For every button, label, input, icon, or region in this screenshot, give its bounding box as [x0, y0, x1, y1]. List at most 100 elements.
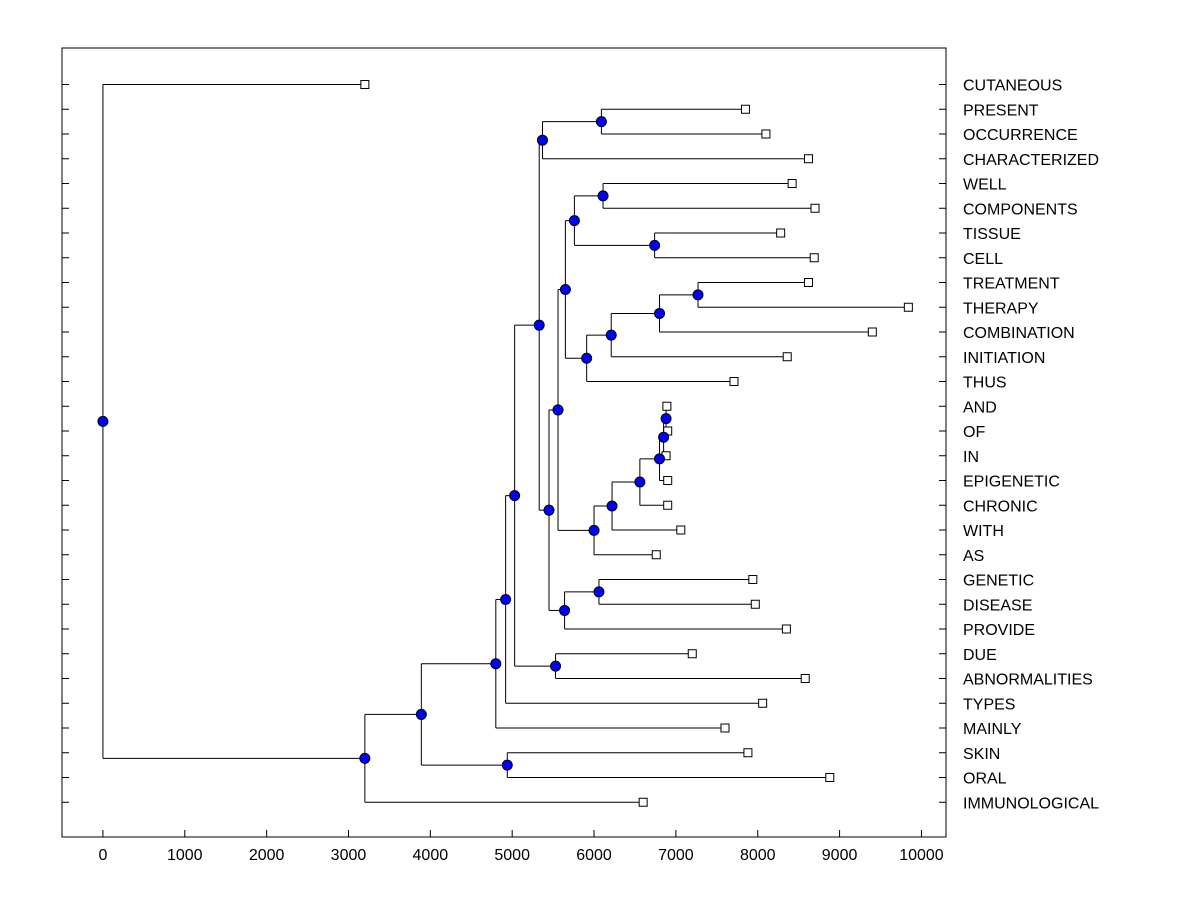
leaf-marker	[651, 550, 661, 560]
leaf-label: INITIATION	[963, 350, 1045, 367]
leaf-label: WELL	[963, 177, 1007, 194]
merge-node	[559, 604, 571, 616]
merge-node	[654, 453, 666, 465]
merge-node	[500, 593, 512, 605]
x-tick-label: 4000	[413, 847, 449, 864]
node-group	[97, 116, 704, 771]
merge-node	[597, 190, 609, 202]
leaf-label: ORAL	[963, 771, 1007, 788]
leaf-marker	[676, 525, 686, 535]
leaf-label: THUS	[963, 375, 1007, 392]
leaf-marker	[687, 649, 697, 659]
merge-node	[550, 660, 562, 672]
leaf-label: COMBINATION	[963, 325, 1075, 342]
leaf-label: OCCURRENCE	[963, 127, 1078, 144]
leaf-marker	[781, 624, 791, 634]
leaf-marker	[903, 302, 913, 312]
leaf-label: CHRONIC	[963, 498, 1038, 515]
leaf-label: PRESENT	[963, 102, 1039, 119]
merge-node	[509, 490, 521, 502]
leaf-label: IN	[963, 449, 979, 466]
merge-node	[595, 116, 607, 128]
leaf-marker	[740, 104, 750, 114]
leaf-marker	[638, 797, 648, 807]
leaf-label: CELL	[963, 251, 1003, 268]
leaf-label: WITH	[963, 523, 1004, 540]
leaf-label: AND	[963, 399, 997, 416]
merge-node	[543, 504, 555, 516]
leaf-label: IMMUNOLOGICAL	[963, 795, 1099, 812]
link-group	[102, 84, 909, 803]
leaf-marker	[720, 723, 730, 733]
leaf-label: EPIGENETIC	[963, 474, 1060, 491]
x-tick-label: 3000	[331, 847, 367, 864]
leaf-marker	[663, 476, 673, 485]
leaf-marker	[800, 674, 810, 683]
merge-node	[536, 134, 548, 146]
leaf-group	[360, 80, 913, 807]
x-tick-label: 1000	[167, 847, 203, 864]
leaf-label: TISSUE	[963, 226, 1021, 243]
x-tick-label: 10000	[899, 847, 944, 864]
merge-node	[649, 239, 661, 251]
merge-node	[593, 586, 605, 598]
leaf-label: MAINLY	[963, 721, 1022, 738]
leaf-marker	[743, 748, 753, 758]
merge-node	[533, 319, 545, 331]
merge-node	[692, 289, 704, 301]
merge-node	[605, 329, 617, 341]
merge-node	[588, 524, 600, 536]
leaf-label-group: CUTANEOUS PRESENT OCCURRENCE CHARACTERIZED W…	[963, 78, 1099, 813]
leaf-label: ABNORMALITIES	[963, 672, 1093, 689]
leaf-label: PROVIDE	[963, 622, 1035, 639]
leaf-marker	[825, 773, 835, 782]
x-tick-label: 0	[98, 847, 107, 864]
leaf-label: CHARACTERIZED	[963, 152, 1099, 169]
y-tick-group	[62, 84, 946, 803]
leaf-marker	[758, 698, 768, 708]
leaf-label: TYPES	[963, 696, 1015, 713]
leaf-label: DUE	[963, 647, 997, 664]
plot-frame	[61, 47, 947, 838]
leaf-marker	[787, 179, 797, 188]
leaf-marker	[761, 129, 771, 139]
x-tick-label: 6000	[576, 847, 612, 864]
leaf-label: GENETIC	[963, 573, 1034, 590]
leaf-label: AS	[963, 548, 984, 565]
merge-node	[654, 307, 666, 319]
leaf-marker	[729, 377, 739, 386]
merge-node	[415, 708, 427, 720]
leaf-marker	[750, 599, 760, 609]
leaf-marker	[662, 401, 672, 411]
merge-node	[552, 404, 564, 416]
merge-node	[559, 283, 571, 295]
merge-node	[658, 431, 670, 443]
merge-node	[97, 415, 109, 427]
leaf-marker	[663, 500, 673, 510]
x-tick-label: 7000	[658, 847, 694, 864]
merge-node	[568, 215, 580, 227]
leaf-label: OF	[963, 424, 985, 441]
x-tick-label: 8000	[740, 847, 776, 864]
x-tick-label: 2000	[249, 847, 285, 864]
leaf-marker	[748, 575, 758, 584]
x-tick-label: 5000	[494, 847, 530, 864]
merge-node	[359, 752, 371, 764]
merge-node	[606, 500, 618, 512]
leaf-marker	[782, 352, 792, 362]
leaf-marker	[803, 278, 813, 287]
leaf-label: THERAPY	[963, 300, 1039, 317]
leaf-label: COMPONENTS	[963, 201, 1078, 218]
merge-node	[634, 476, 646, 488]
leaf-marker	[810, 203, 820, 213]
merge-node	[501, 759, 513, 771]
x-axis: 0 1000 2000 3000 4000 5000 6000 7000 8000 9000 100…	[98, 830, 944, 864]
leaf-label: TREATMENT	[963, 276, 1060, 293]
leaf-marker	[360, 80, 370, 89]
merge-node	[581, 352, 593, 364]
leaf-label: CUTANEOUS	[963, 78, 1062, 95]
leaf-label: SKIN	[963, 746, 1000, 763]
leaf-label: DISEASE	[963, 597, 1032, 614]
x-tick-label: 9000	[822, 847, 858, 864]
